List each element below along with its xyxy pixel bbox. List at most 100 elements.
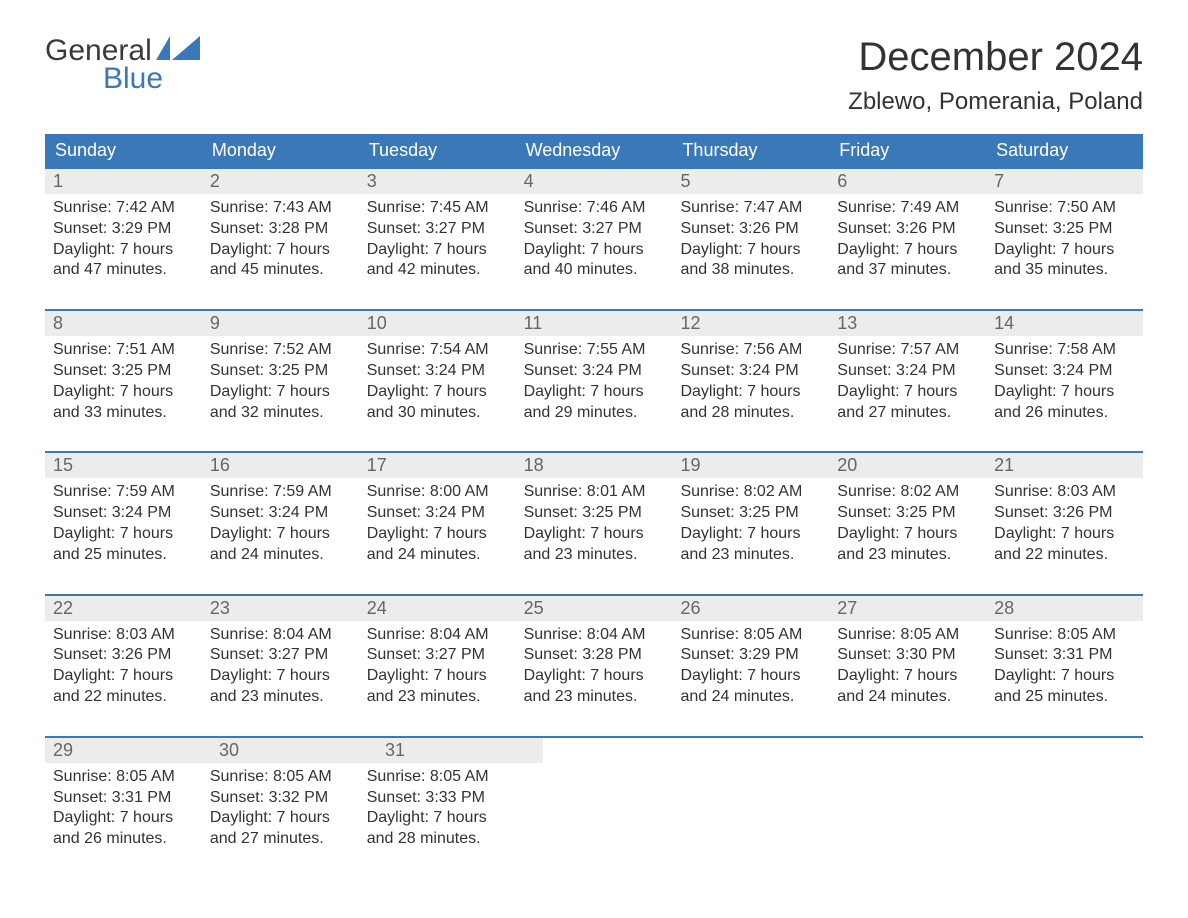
- daylight-line: Daylight: 7 hours and 32 minutes.: [210, 382, 351, 424]
- day-body: Sunrise: 8:04 AMSunset: 3:28 PMDaylight:…: [516, 621, 673, 708]
- daylight-line: Daylight: 7 hours and 47 minutes.: [53, 240, 194, 282]
- sunset-line: Sunset: 3:24 PM: [524, 361, 665, 382]
- sunset-line: Sunset: 3:30 PM: [837, 645, 978, 666]
- daylight-line: Daylight: 7 hours and 38 minutes.: [680, 240, 821, 282]
- day-number: 25: [516, 596, 673, 621]
- week-row: Sunrise: 7:42 AMSunset: 3:29 PMDaylight:…: [45, 194, 1143, 281]
- day-number: 10: [359, 311, 516, 336]
- weeks-container: 1234567Sunrise: 7:42 AMSunset: 3:29 PMDa…: [45, 167, 1143, 850]
- logo: General Blue: [45, 35, 200, 94]
- sunset-line: Sunset: 3:27 PM: [210, 645, 351, 666]
- day-number: 16: [202, 453, 359, 478]
- day-cell: [829, 763, 986, 850]
- sunrise-line: Sunrise: 7:50 AM: [994, 198, 1135, 219]
- day-body: Sunrise: 7:49 AMSunset: 3:26 PMDaylight:…: [829, 194, 986, 281]
- day-body: Sunrise: 7:46 AMSunset: 3:27 PMDaylight:…: [516, 194, 673, 281]
- day-number: 8: [45, 311, 202, 336]
- sunrise-line: Sunrise: 7:52 AM: [210, 340, 351, 361]
- sunset-line: Sunset: 3:25 PM: [210, 361, 351, 382]
- sunrise-line: Sunrise: 7:45 AM: [367, 198, 508, 219]
- day-number: 28: [986, 596, 1143, 621]
- sunrise-line: Sunrise: 7:56 AM: [680, 340, 821, 361]
- sunset-line: Sunset: 3:27 PM: [367, 219, 508, 240]
- day-number: 2: [202, 169, 359, 194]
- day-number: 21: [986, 453, 1143, 478]
- sunrise-line: Sunrise: 7:47 AM: [680, 198, 821, 219]
- day-cell: [516, 763, 673, 850]
- day-header: Thursday: [672, 134, 829, 167]
- sunrise-line: Sunrise: 8:05 AM: [994, 625, 1135, 646]
- sunset-line: Sunset: 3:24 PM: [367, 361, 508, 382]
- day-number: 3: [359, 169, 516, 194]
- sunrise-line: Sunrise: 8:03 AM: [53, 625, 194, 646]
- day-number: 12: [672, 311, 829, 336]
- day-body: Sunrise: 8:02 AMSunset: 3:25 PMDaylight:…: [672, 478, 829, 565]
- sunrise-line: Sunrise: 7:55 AM: [524, 340, 665, 361]
- sunset-line: Sunset: 3:26 PM: [994, 503, 1135, 524]
- day-number: 14: [986, 311, 1143, 336]
- daylight-line: Daylight: 7 hours and 22 minutes.: [994, 524, 1135, 566]
- calendar: SundayMondayTuesdayWednesdayThursdayFrid…: [45, 134, 1143, 850]
- empty-daynum: [843, 738, 993, 763]
- daylight-line: Daylight: 7 hours and 27 minutes.: [210, 808, 351, 850]
- day-body: Sunrise: 7:57 AMSunset: 3:24 PMDaylight:…: [829, 336, 986, 423]
- day-body: Sunrise: 8:05 AMSunset: 3:29 PMDaylight:…: [672, 621, 829, 708]
- day-cell: Sunrise: 7:55 AMSunset: 3:24 PMDaylight:…: [516, 336, 673, 423]
- sunset-line: Sunset: 3:25 PM: [994, 219, 1135, 240]
- sunset-line: Sunset: 3:26 PM: [837, 219, 978, 240]
- day-number: 6: [829, 169, 986, 194]
- daylight-line: Daylight: 7 hours and 45 minutes.: [210, 240, 351, 282]
- day-cell: Sunrise: 8:05 AMSunset: 3:29 PMDaylight:…: [672, 621, 829, 708]
- day-number: 30: [211, 738, 377, 763]
- sunrise-line: Sunrise: 7:46 AM: [524, 198, 665, 219]
- sunset-line: Sunset: 3:25 PM: [524, 503, 665, 524]
- sunrise-line: Sunrise: 8:05 AM: [837, 625, 978, 646]
- sunrise-line: Sunrise: 8:04 AM: [210, 625, 351, 646]
- sunrise-line: Sunrise: 8:05 AM: [210, 767, 351, 788]
- day-number: 17: [359, 453, 516, 478]
- sunset-line: Sunset: 3:25 PM: [680, 503, 821, 524]
- day-cell: Sunrise: 7:45 AMSunset: 3:27 PMDaylight:…: [359, 194, 516, 281]
- day-body: Sunrise: 7:56 AMSunset: 3:24 PMDaylight:…: [672, 336, 829, 423]
- daylight-line: Daylight: 7 hours and 23 minutes.: [680, 524, 821, 566]
- day-body: Sunrise: 7:59 AMSunset: 3:24 PMDaylight:…: [45, 478, 202, 565]
- empty-daynum: [993, 738, 1143, 763]
- day-number: 20: [829, 453, 986, 478]
- week-row: Sunrise: 7:59 AMSunset: 3:24 PM Daylight:…: [45, 478, 1143, 565]
- sunrise-line: Sunrise: 7:59 AM: [210, 482, 351, 503]
- day-cell: [986, 763, 1143, 850]
- day-cell: Sunrise: 7:52 AMSunset: 3:25 PMDaylight:…: [202, 336, 359, 423]
- day-cell: Sunrise: 7:50 AMSunset: 3:25 PMDaylight:…: [986, 194, 1143, 281]
- day-number: 5: [672, 169, 829, 194]
- daylight-line: Daylight: 7 hours and 35 minutes.: [994, 240, 1135, 282]
- week-row: Sunrise: 7:51 AMSunset: 3:25 PMDaylight:…: [45, 336, 1143, 423]
- sunset-line: Sunset: 3:24 PM: [994, 361, 1135, 382]
- sunset-line: Sunset: 3:24 PM: [210, 503, 351, 524]
- day-cell: Sunrise: 7:43 AMSunset: 3:28 PMDaylight:…: [202, 194, 359, 281]
- day-cell: Sunrise: 7:46 AMSunset: 3:27 PMDaylight:…: [516, 194, 673, 281]
- sunset-line: Sunset: 3:24 PM: [837, 361, 978, 382]
- day-body: Sunrise: 8:03 AMSunset: 3:26 PMDaylight:…: [45, 621, 202, 708]
- day-body: Sunrise: 7:50 AMSunset: 3:25 PMDaylight:…: [986, 194, 1143, 281]
- day-body: Sunrise: 7:47 AMSunset: 3:26 PMDaylight:…: [672, 194, 829, 281]
- day-body: Sunrise: 7:42 AMSunset: 3:29 PMDaylight:…: [45, 194, 202, 281]
- daylight-line: Daylight: 7 hours and 37 minutes.: [837, 240, 978, 282]
- sunrise-line: Sunrise: 8:05 AM: [367, 767, 508, 788]
- daylight-line: Daylight: 7 hours and 22 minutes.: [53, 666, 194, 708]
- daylight-line: Daylight: 7 hours and 29 minutes.: [524, 382, 665, 424]
- day-body: Sunrise: 8:00 AMSunset: 3:24 PMDaylight:…: [359, 478, 516, 565]
- day-cell: Sunrise: 8:05 AMSunset: 3:30 PMDaylight:…: [829, 621, 986, 708]
- sunrise-line: Sunrise: 7:42 AM: [53, 198, 194, 219]
- day-cell: Sunrise: 8:03 AMSunset: 3:26 PMDaylight:…: [986, 478, 1143, 565]
- day-cell: Sunrise: 8:03 AMSunset: 3:26 PMDaylight:…: [45, 621, 202, 708]
- daylight-line: Daylight: 7 hours and 27 minutes.: [837, 382, 978, 424]
- sunset-line: Sunset: 3:32 PM: [210, 788, 351, 809]
- day-header: Wednesday: [516, 134, 673, 167]
- day-body: Sunrise: 8:05 AMSunset: 3:32 PMDaylight:…: [202, 763, 359, 850]
- day-body: Sunrise: 7:52 AMSunset: 3:25 PMDaylight:…: [202, 336, 359, 423]
- daylight-line: Daylight: 7 hours and 33 minutes.: [53, 382, 194, 424]
- day-header: Saturday: [986, 134, 1143, 167]
- day-cell: Sunrise: 7:59 AMSunset: 3:24 PMDaylight:…: [202, 478, 359, 565]
- day-cell: Sunrise: 7:56 AMSunset: 3:24 PMDaylight:…: [672, 336, 829, 423]
- daylight-line: Daylight: 7 hours and 23 minutes.: [210, 666, 351, 708]
